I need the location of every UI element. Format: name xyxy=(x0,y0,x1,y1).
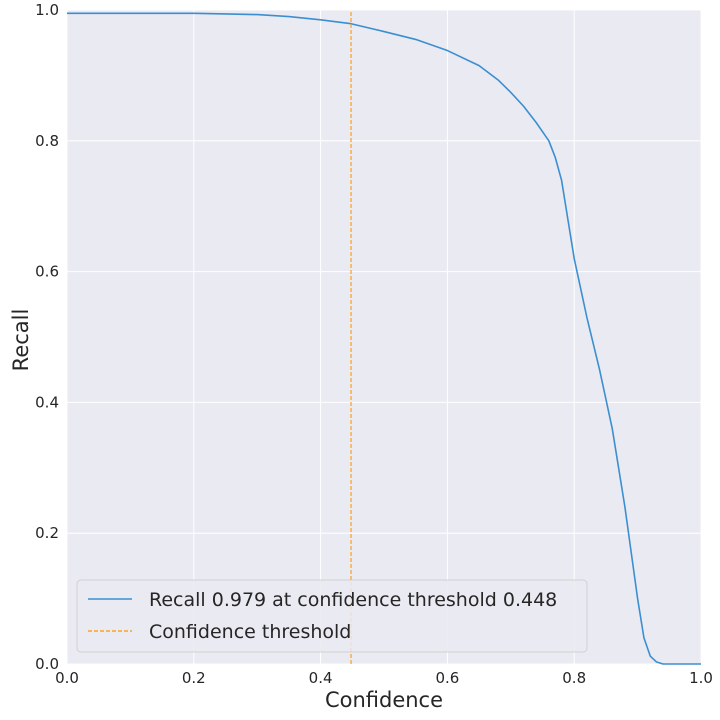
x-tick-label: 0.8 xyxy=(562,669,586,687)
x-axis-label: Confidence xyxy=(325,688,443,712)
legend: Recall 0.979 at confidence threshold 0.4… xyxy=(76,579,588,653)
y-tick-label: 1.0 xyxy=(35,1,59,19)
series-layer xyxy=(67,10,701,665)
x-tick-label: 0.2 xyxy=(182,669,206,687)
grid-lines xyxy=(66,9,702,665)
y-tick-label: 0.2 xyxy=(35,524,59,542)
legend-label-recall: Recall 0.979 at confidence threshold 0.4… xyxy=(149,589,557,611)
x-axis-ticks: 0.0 0.2 0.4 0.6 0.8 1.0 xyxy=(55,669,713,687)
recall-curve xyxy=(67,12,701,665)
legend-box xyxy=(76,579,588,653)
y-axis-label: Recall xyxy=(9,309,33,372)
x-tick-label: 0.4 xyxy=(309,669,333,687)
y-tick-label: 0.8 xyxy=(35,132,59,150)
x-tick-label: 0.6 xyxy=(435,669,459,687)
plot-area xyxy=(67,10,701,664)
x-tick-label: 1.0 xyxy=(689,669,713,687)
y-tick-label: 0.0 xyxy=(35,655,59,673)
y-axis-ticks: 0.0 0.2 0.4 0.6 0.8 1.0 xyxy=(35,1,59,673)
legend-label-threshold: Confidence threshold xyxy=(149,621,351,643)
x-tick-label: 0.0 xyxy=(55,669,79,687)
y-tick-label: 0.6 xyxy=(35,263,59,281)
y-tick-label: 0.4 xyxy=(35,393,59,411)
